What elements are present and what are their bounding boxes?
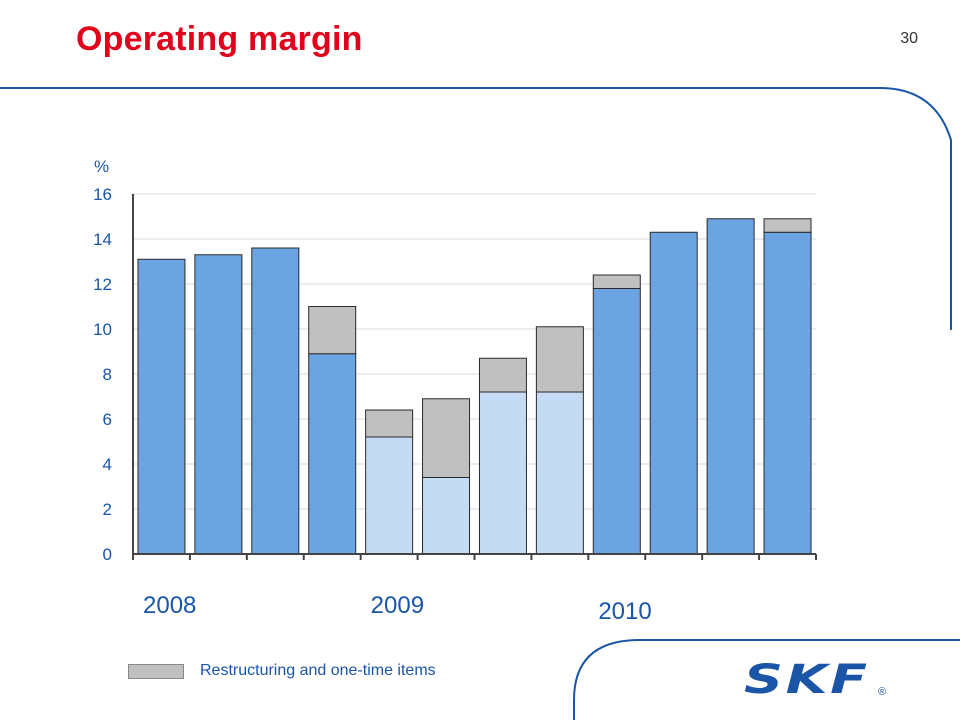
year-label: 2010 (598, 598, 652, 625)
bar-operating-margin (649, 231, 698, 555)
bar-operating-margin (478, 391, 527, 555)
frame-top-curve (0, 87, 952, 330)
bar-operating-margin (137, 258, 186, 555)
bar-operating-margin (365, 436, 414, 555)
bar-restructuring (308, 306, 357, 355)
y-axis-label: % (94, 157, 109, 176)
bar-restructuring (422, 398, 471, 478)
bar-restructuring (365, 409, 414, 438)
y-tick-label: 4 (103, 455, 112, 474)
y-tick-label: 6 (103, 410, 112, 429)
bar-operating-margin (706, 218, 755, 555)
y-tick-label: 14 (93, 230, 112, 249)
bar-operating-margin (422, 477, 471, 555)
year-label: 2009 (370, 592, 425, 619)
bar-operating-margin (592, 288, 641, 555)
skf-logo: SKF ® (744, 660, 886, 700)
frame-bottom-curve (573, 639, 960, 720)
bar-restructuring (478, 357, 527, 393)
registered-mark: ® (878, 686, 887, 698)
bar-operating-margin (308, 353, 357, 555)
bar-restructuring (592, 274, 641, 289)
y-tick-label: 2 (103, 500, 112, 519)
bar-operating-margin (251, 247, 300, 555)
legend-label: Restructuring and one-time items (200, 662, 436, 679)
bar-restructuring (535, 326, 584, 393)
page-number: 30 (900, 30, 918, 47)
legend: Restructuring and one-time items (128, 662, 436, 680)
skf-logo-text: SKF (744, 657, 870, 703)
bar-restructuring (763, 218, 812, 233)
page-title: Operating margin (76, 20, 363, 58)
year-label: 2008 (143, 592, 197, 619)
y-tick-label: 0 (103, 545, 112, 564)
bar-operating-margin (535, 391, 584, 555)
y-tick-label: 12 (93, 275, 112, 294)
bar-operating-margin (763, 231, 812, 555)
y-tick-label: 10 (93, 320, 112, 339)
y-tick-label: 8 (103, 365, 112, 384)
legend-swatch-restructuring (128, 663, 184, 679)
bar-operating-margin (194, 254, 243, 555)
y-tick-label: 16 (93, 185, 112, 204)
